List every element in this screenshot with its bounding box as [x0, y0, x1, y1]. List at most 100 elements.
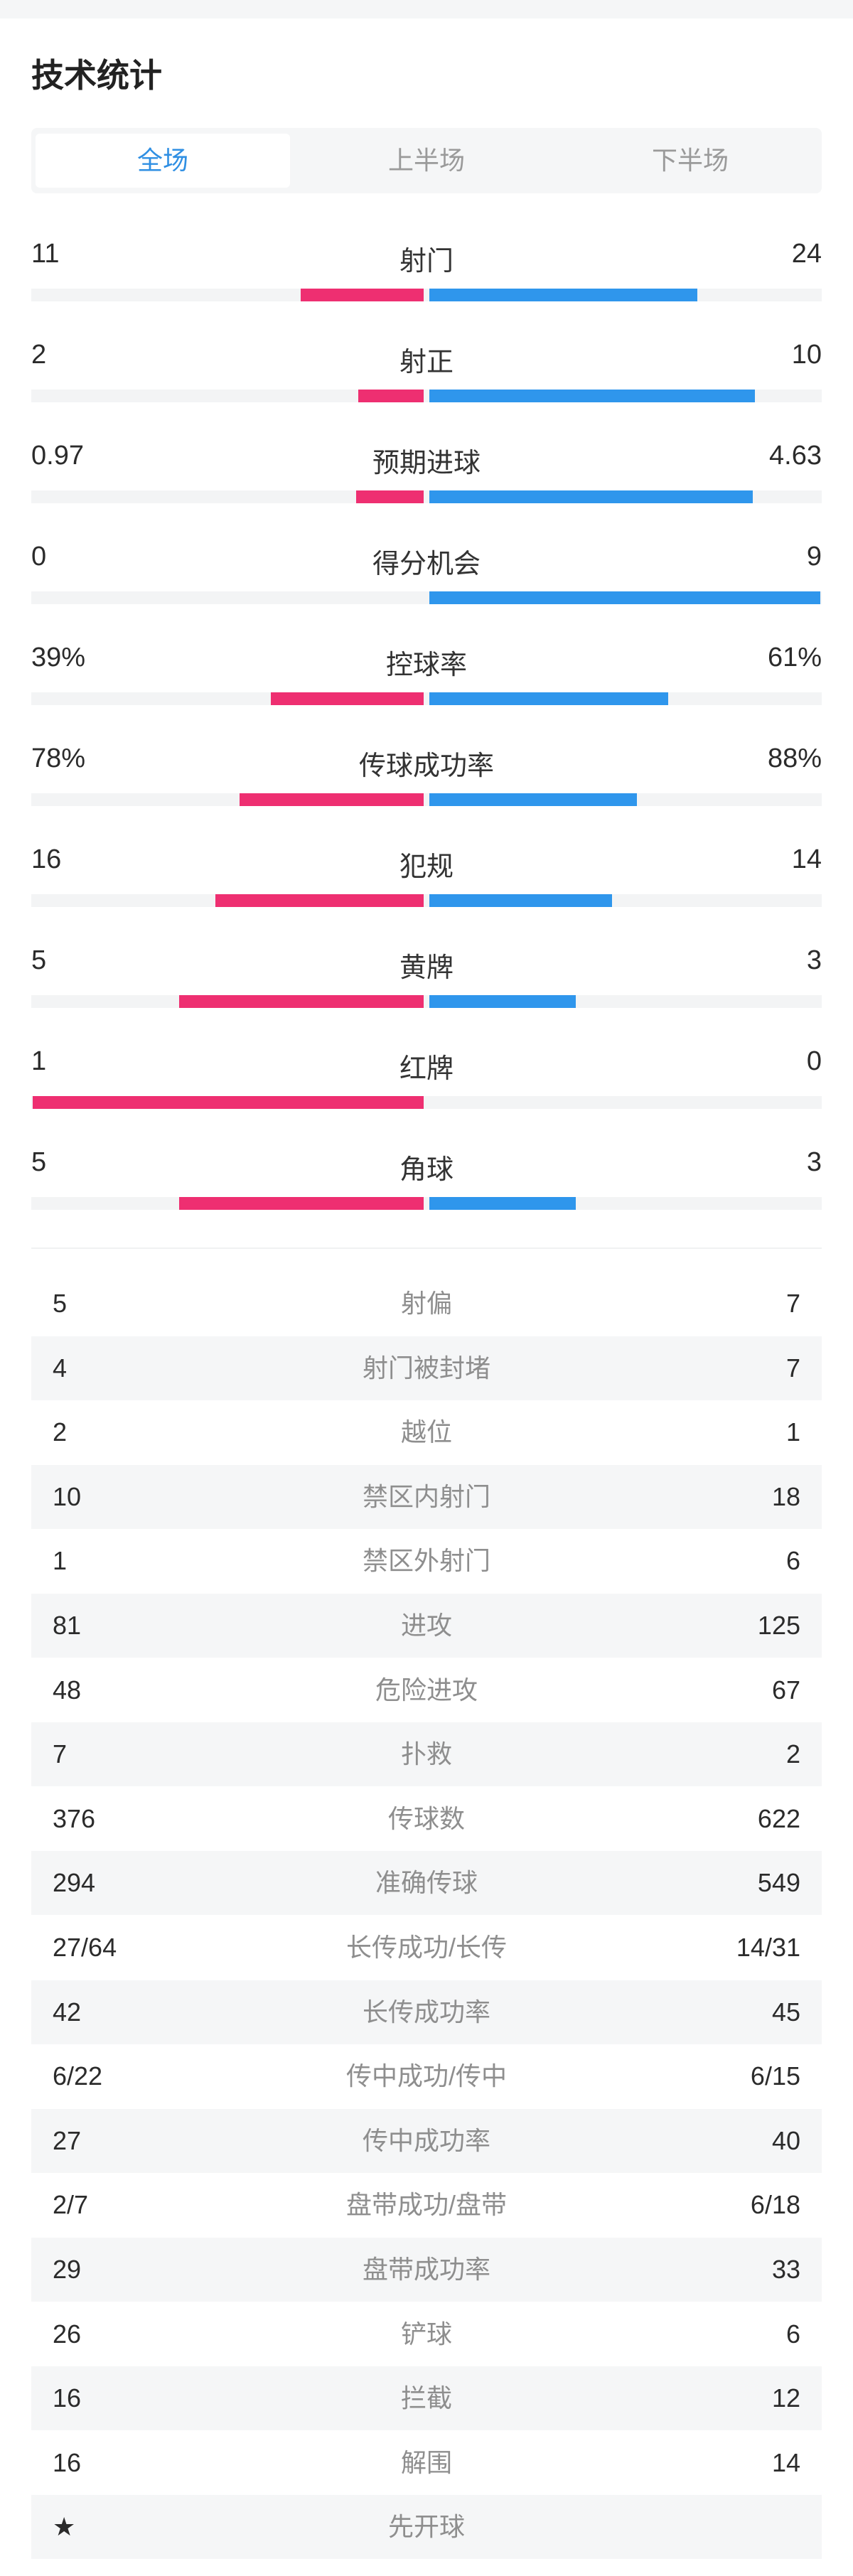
table-row: 2/7 盘带成功/盘带 6/18 [31, 2173, 822, 2237]
bar-track [31, 894, 822, 907]
away-value: 3 [806, 945, 822, 975]
stat-name: 传中成功/传中 [345, 2061, 507, 2091]
stat-name: 预期进球 [372, 449, 481, 478]
home-value: 78% [31, 744, 86, 773]
home-value: 5 [31, 1147, 47, 1177]
home-bar [179, 1197, 424, 1210]
stat-name: 先开球 [387, 2512, 465, 2541]
away-bar [429, 591, 820, 604]
away-value: 3 [806, 1147, 822, 1177]
stat-name: 射门被封堵 [362, 1353, 490, 1383]
away-value: 67 [771, 1675, 800, 1705]
home-bar [179, 995, 424, 1008]
away-bar [429, 894, 612, 907]
away-value: 9 [806, 542, 822, 571]
home-value: 7 [53, 1739, 68, 1769]
home-value: 39% [31, 643, 86, 672]
table-row: 16 解围 14 [31, 2431, 822, 2495]
stat-row: 5 角球 3 [31, 1137, 822, 1238]
table-row: 10 禁区内射门 18 [31, 1465, 822, 1529]
stat-name: 禁区内射门 [362, 1482, 490, 1511]
away-value: 6 [785, 2319, 800, 2349]
home-value: 1 [53, 1546, 68, 1575]
away-value: 4.63 [769, 441, 822, 471]
home-value: 6/22 [53, 2061, 103, 2091]
table-row: 1 禁区外射门 6 [31, 1529, 822, 1593]
stat-name: 射偏 [400, 1289, 452, 1318]
top-strip [0, 0, 853, 18]
home-value: 29 [53, 2255, 82, 2284]
stat-row: 5 黄牌 3 [31, 935, 822, 1036]
stat-name: 角球 [399, 1155, 454, 1185]
home-value: 42 [53, 1997, 82, 2027]
home-value: 27/64 [53, 1933, 117, 1962]
table-row: 27/64 长传成功/长传 14/31 [31, 1916, 822, 1980]
away-value: 7 [785, 1289, 800, 1318]
away-value: 125 [757, 1611, 800, 1640]
away-bar [429, 1197, 576, 1210]
table-row: 48 危险进攻 67 [31, 1658, 822, 1722]
away-value: 549 [757, 1868, 800, 1897]
home-value: 27 [53, 2126, 82, 2155]
stat-name: 扑救 [400, 1739, 452, 1769]
home-value: 2 [53, 1417, 68, 1447]
bar-track [31, 995, 822, 1008]
tab-second-half[interactable]: 下半场 [651, 146, 729, 175]
home-value: 0.97 [31, 441, 84, 471]
away-value: 6 [785, 1546, 800, 1575]
stat-name: 得分机会 [372, 549, 481, 579]
period-tabs: 全场 上半场 下半场 [31, 128, 822, 193]
stat-row: 11 射门 24 [31, 229, 822, 330]
stat-name: 犯规 [399, 852, 454, 882]
away-value: 12 [771, 2383, 800, 2413]
home-value: 2 [31, 340, 47, 370]
away-bar [429, 995, 576, 1008]
away-bar [429, 490, 753, 503]
away-value: 622 [757, 1804, 800, 1833]
table-row: 2 越位 1 [31, 1400, 822, 1464]
away-value: 1 [785, 1417, 800, 1447]
away-value: 61% [767, 643, 822, 672]
stat-name: 射正 [399, 348, 454, 377]
table-row: 4 射门被封堵 7 [31, 1336, 822, 1400]
home-value: ★ [53, 2512, 76, 2541]
table-row: 29 盘带成功率 33 [31, 2238, 822, 2302]
tab-first-half[interactable]: 上半场 [387, 146, 465, 175]
tab-full-match[interactable]: 全场 [36, 134, 290, 188]
home-bar [356, 490, 424, 503]
home-value: 10 [53, 1482, 82, 1511]
stat-name: 铲球 [400, 2319, 452, 2349]
home-value: 81 [53, 1611, 82, 1640]
home-value: 376 [53, 1804, 96, 1833]
section-title: 技术统计 [31, 57, 162, 94]
stat-name: 解围 [400, 2448, 452, 2477]
table-row: 376 传球数 622 [31, 1787, 822, 1851]
divider [31, 1247, 822, 1249]
bar-track [31, 793, 822, 806]
home-value: 294 [53, 1868, 96, 1897]
table-row: 27 传中成功率 40 [31, 2109, 822, 2173]
away-value: 0 [806, 1046, 822, 1076]
away-value: 6/18 [750, 2190, 800, 2219]
stat-name: 盘带成功率 [362, 2255, 490, 2284]
bar-track [31, 289, 822, 301]
home-value: 16 [31, 844, 62, 874]
away-value: 33 [771, 2255, 800, 2284]
table-row: 26 铲球 6 [31, 2302, 822, 2366]
home-value: 2/7 [53, 2190, 89, 2219]
home-bar [215, 894, 424, 907]
home-value: 26 [53, 2319, 82, 2349]
stat-row: 0 得分机会 9 [31, 532, 822, 633]
away-value: 14 [771, 2448, 800, 2477]
table-row: 7 扑救 2 [31, 1722, 822, 1786]
home-value: 16 [53, 2448, 82, 2477]
away-value: 88% [767, 744, 822, 773]
home-value: 5 [31, 945, 47, 975]
home-value: 48 [53, 1675, 82, 1705]
home-bar [33, 1096, 424, 1109]
home-bar [301, 289, 424, 301]
stat-name: 进攻 [400, 1611, 452, 1640]
stat-row: 0.97 预期进球 4.63 [31, 431, 822, 532]
away-bar [429, 289, 697, 301]
stat-name: 传中成功率 [362, 2126, 490, 2155]
